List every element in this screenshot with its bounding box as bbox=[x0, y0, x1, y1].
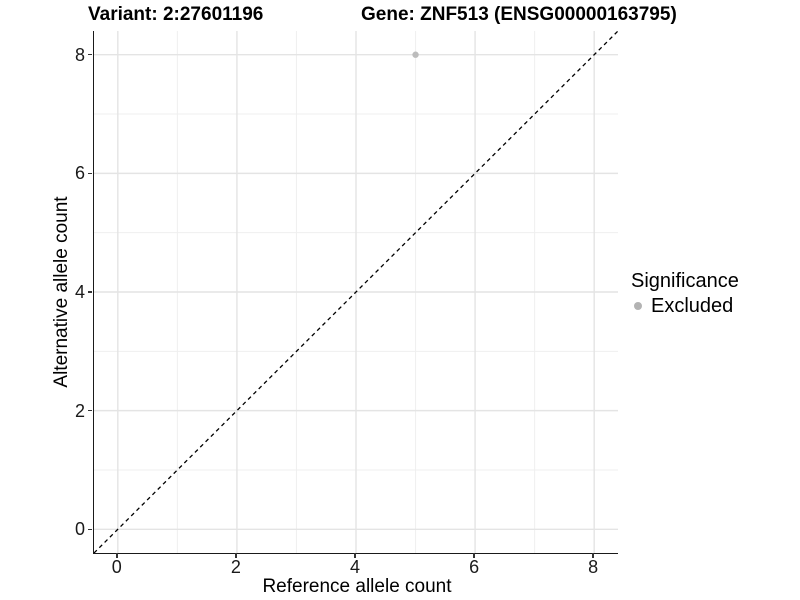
x-tick-mark bbox=[235, 553, 237, 558]
x-tick-mark bbox=[592, 553, 594, 558]
y-tick-mark bbox=[87, 528, 92, 531]
legend-items: Excluded bbox=[629, 294, 739, 318]
y-tick-mark bbox=[87, 53, 92, 56]
legend-item: Excluded bbox=[629, 294, 739, 318]
plot-canvas bbox=[94, 31, 618, 553]
y-tick-label: 6 bbox=[74, 163, 85, 184]
x-tick-label: 4 bbox=[349, 557, 360, 577]
plot-panel bbox=[93, 31, 618, 554]
y-tick-mark bbox=[87, 172, 92, 175]
x-tick-label: 8 bbox=[588, 557, 599, 577]
y-tick-label: 8 bbox=[74, 44, 85, 65]
x-axis-title: Reference allele count bbox=[262, 576, 452, 597]
y-tick-label: 0 bbox=[74, 519, 85, 540]
data-point bbox=[412, 51, 419, 58]
x-tick-label: 6 bbox=[469, 557, 480, 577]
y-tick-label: 2 bbox=[74, 400, 85, 421]
legend-item-label: Excluded bbox=[651, 295, 734, 317]
x-tick-label: 0 bbox=[111, 557, 122, 577]
legend-key-dot-icon bbox=[634, 302, 642, 310]
x-tick-label: 2 bbox=[230, 557, 241, 577]
variant-title: Variant: 2:27601196 bbox=[88, 4, 264, 25]
x-tick-mark bbox=[473, 553, 475, 558]
identity-dashed-line bbox=[94, 31, 618, 553]
x-tick-mark bbox=[354, 553, 356, 558]
y-tick-mark bbox=[87, 291, 92, 293]
y-tick-mark bbox=[87, 409, 92, 412]
x-tick-mark bbox=[116, 553, 118, 558]
legend-title: Significance bbox=[631, 270, 739, 292]
legend: Significance Excluded bbox=[629, 269, 739, 318]
y-tick-label: 4 bbox=[74, 282, 85, 302]
gene-title: Gene: ZNF513 (ENSG00000163795) bbox=[361, 4, 677, 25]
